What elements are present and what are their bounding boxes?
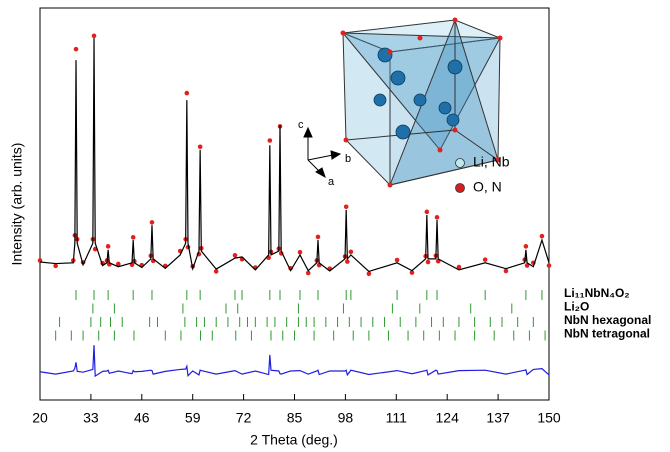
observed-point: [483, 257, 488, 262]
x-tick-label: 33: [83, 410, 99, 426]
observed-point: [524, 244, 529, 249]
observed-point: [345, 259, 350, 264]
y-axis-label: Intensity (arb. units): [9, 143, 25, 266]
atom: [414, 94, 426, 106]
axis-triad: [304, 128, 340, 177]
observed-point: [106, 244, 111, 249]
observed-point: [367, 271, 372, 276]
inset-legend-label: O, N: [473, 179, 502, 195]
observed-point: [185, 91, 190, 96]
atom: [396, 125, 410, 139]
x-tick-label: 85: [287, 410, 303, 426]
observed-point: [540, 234, 545, 239]
axis-c-label: c: [298, 119, 304, 131]
observed-point: [233, 253, 238, 258]
series-line: [40, 345, 549, 376]
x-tick-label: 59: [185, 410, 201, 426]
observed-point: [74, 47, 79, 52]
x-tick-label: 72: [236, 410, 252, 426]
observed-point: [131, 235, 136, 240]
crystal-inset: a b c Li, Nb O, N: [298, 18, 510, 195]
observed-point: [426, 260, 431, 265]
observed-point: [214, 269, 219, 274]
observed-point: [198, 144, 203, 149]
phase-label: NbN hexagonal: [564, 313, 651, 327]
x-tick-label: 20: [32, 410, 48, 426]
x-tick-label: 111: [386, 410, 407, 426]
x-tick-label: 124: [436, 410, 460, 426]
x-tick-label: 150: [537, 410, 561, 426]
x-tick-label: 98: [338, 410, 354, 426]
axis-b-label: b: [345, 153, 351, 165]
atom: [374, 94, 386, 106]
observed-point: [92, 34, 97, 39]
atom: [448, 60, 462, 74]
x-tick-label: 46: [134, 410, 150, 426]
atom: [391, 71, 405, 85]
observed-point: [53, 264, 58, 269]
observed-point: [268, 138, 273, 143]
axis-a-label: a: [328, 176, 335, 188]
phase-label: NbN tetragonal: [564, 327, 650, 341]
x-axis-label: 2 Theta (deg.): [250, 432, 338, 448]
observed-point: [344, 204, 349, 209]
observed-point: [547, 263, 552, 268]
observed-point: [435, 215, 440, 220]
atom: [439, 102, 451, 114]
legend-swatch: [456, 159, 465, 168]
legend-swatch: [456, 184, 465, 193]
observed-point: [150, 220, 155, 225]
x-tick-label: 137: [486, 410, 510, 426]
observed-point: [349, 250, 354, 255]
inset-legend-label: Li, Nb: [473, 154, 510, 170]
observed-point: [316, 235, 321, 240]
chart: 2 Theta (deg.) Intensity (arb. units): [0, 0, 670, 452]
atom: [447, 114, 459, 126]
observed-point: [425, 210, 430, 215]
phase-label: Li₂O: [564, 300, 589, 314]
phase-label: Li₁₁NbN₄O₂: [564, 286, 630, 300]
observed-point: [395, 258, 400, 263]
observed-point: [504, 269, 509, 274]
